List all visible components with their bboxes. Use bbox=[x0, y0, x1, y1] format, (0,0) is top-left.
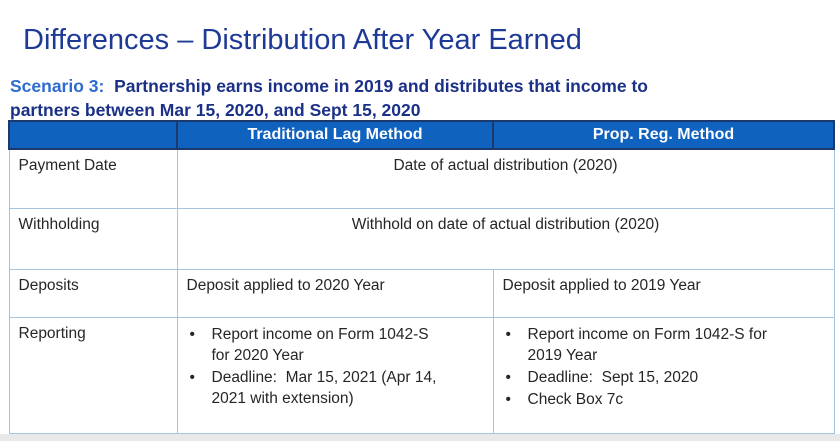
cell-reporting-prop-reg: • Report income on Form 1042-S for 2019 … bbox=[492, 316, 835, 434]
cell-withholding-value: Withhold on date of actual distribution … bbox=[176, 207, 835, 270]
bullet-icon: • bbox=[189, 325, 195, 343]
bullet-text: Report income on Form 1042-S for 2019 Ye… bbox=[527, 325, 768, 364]
table-row: Reporting • Report income on Form 1042-S… bbox=[8, 316, 835, 434]
page-title: Differences – Distribution After Year Ea… bbox=[23, 24, 582, 57]
header-cell-empty bbox=[8, 120, 178, 150]
list-item: • Deadline: Sept 15, 2020 bbox=[503, 367, 823, 388]
bullet-text: Deadline: Mar 15, 2021 (Apr 14, 2021 wit… bbox=[211, 368, 437, 407]
list-item: • Deadline: Mar 15, 2021 (Apr 14, 2021 w… bbox=[187, 367, 482, 409]
list-item: • Report income on Form 1042-S for 2019 … bbox=[503, 324, 823, 366]
bullet-text: Check Box 7c bbox=[527, 390, 624, 408]
bullet-list: • Report income on Form 1042-S for 2020 … bbox=[187, 323, 484, 409]
table-row: Deposits Deposit applied to 2020 Year De… bbox=[8, 268, 835, 318]
row-label-reporting: Reporting bbox=[8, 316, 178, 434]
cell-reporting-traditional: • Report income on Form 1042-S for 2020 … bbox=[176, 316, 494, 434]
cell-deposits-traditional: Deposit applied to 2020 Year bbox=[176, 268, 494, 318]
bullet-icon: • bbox=[505, 368, 511, 386]
comparison-table-container: Traditional Lag Method Prop. Reg. Method… bbox=[8, 120, 835, 434]
bullet-text: Report income on Form 1042-S for 2020 Ye… bbox=[211, 325, 429, 364]
cell-deposits-prop-reg: Deposit applied to 2019 Year bbox=[492, 268, 835, 318]
scenario-label: Scenario 3: bbox=[10, 75, 105, 96]
bullet-icon: • bbox=[505, 325, 511, 343]
scenario-paragraph: Scenario 3: Partnership earns income in … bbox=[10, 74, 820, 122]
cell-payment-date-value: Date of actual distribution (2020) bbox=[176, 148, 835, 209]
header-cell-traditional-lag-method: Traditional Lag Method bbox=[176, 120, 494, 150]
header-cell-prop-reg-method: Prop. Reg. Method bbox=[492, 120, 835, 150]
row-label-withholding: Withholding bbox=[8, 207, 178, 270]
bullet-icon: • bbox=[189, 368, 195, 386]
scenario-text: Partnership earns income in 2019 and dis… bbox=[10, 75, 648, 120]
list-item: • Check Box 7c bbox=[503, 389, 823, 410]
slide-bottom-edge bbox=[0, 434, 840, 441]
bullet-icon: • bbox=[505, 390, 511, 408]
row-label-deposits: Deposits bbox=[8, 268, 178, 318]
comparison-table: Traditional Lag Method Prop. Reg. Method… bbox=[8, 120, 835, 434]
table-row: Payment Date Date of actual distribution… bbox=[8, 148, 835, 209]
list-item: • Report income on Form 1042-S for 2020 … bbox=[187, 324, 482, 366]
row-label-payment-date: Payment Date bbox=[8, 148, 178, 209]
bullet-text: Deadline: Sept 15, 2020 bbox=[527, 368, 699, 386]
table-row: Withholding Withhold on date of actual d… bbox=[8, 207, 835, 270]
bullet-list: • Report income on Form 1042-S for 2019 … bbox=[503, 323, 825, 410]
table-header-row: Traditional Lag Method Prop. Reg. Method bbox=[8, 120, 835, 150]
